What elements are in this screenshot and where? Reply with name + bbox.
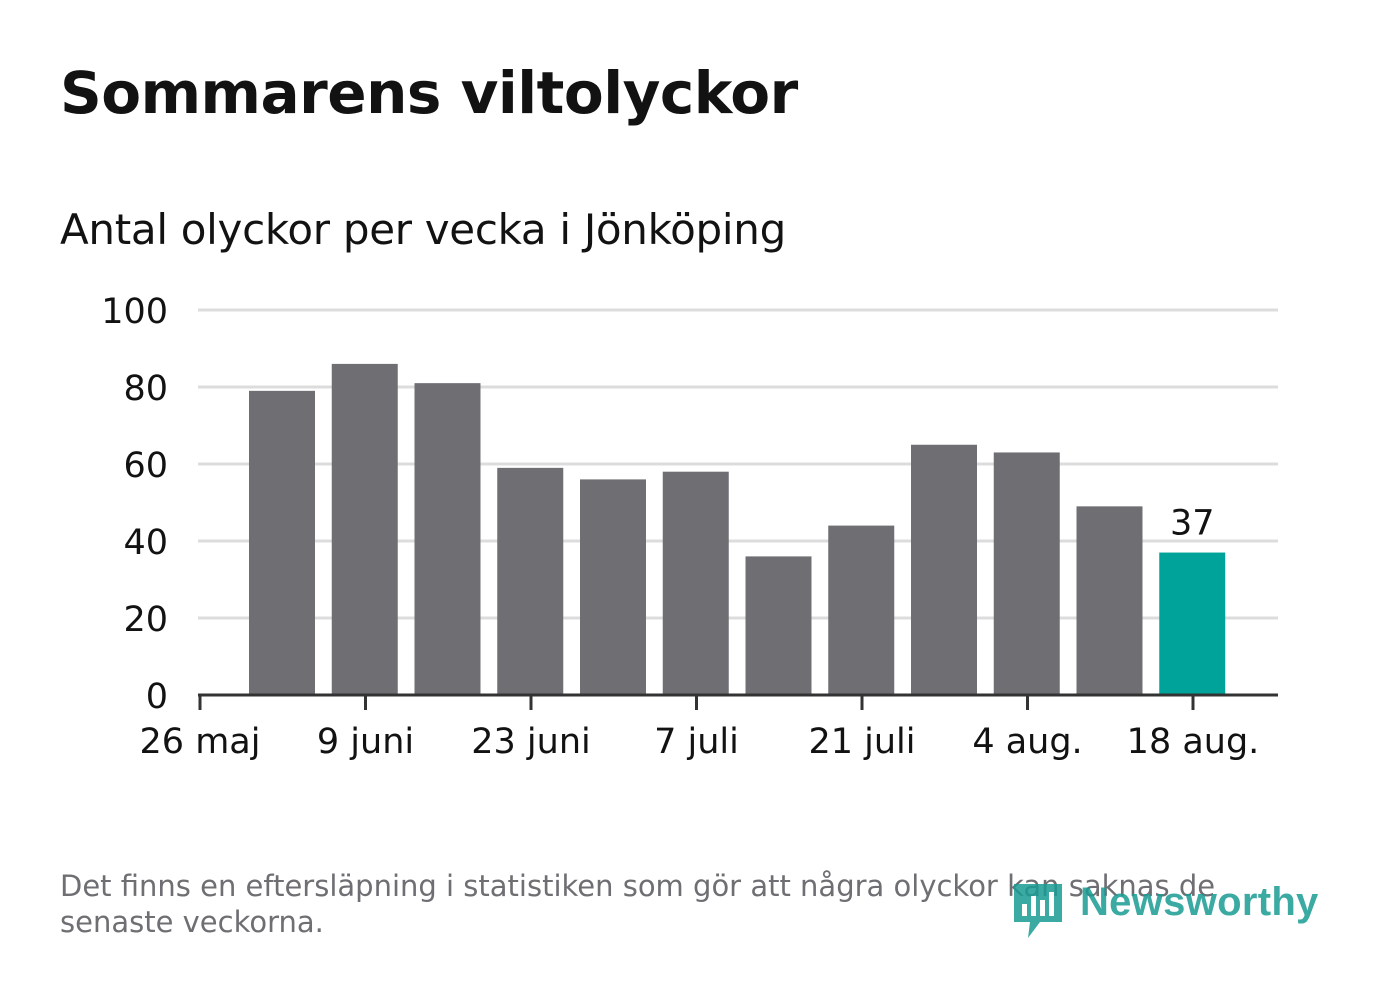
y-tick-label: 0 bbox=[146, 677, 168, 717]
bar-2-juni bbox=[249, 390, 315, 695]
bar-9-juni bbox=[331, 363, 398, 695]
bar-23-juni bbox=[497, 467, 564, 695]
bar-16-juni bbox=[414, 383, 481, 695]
bar-28-juli bbox=[911, 444, 977, 695]
x-tick-label: 7 juli bbox=[654, 722, 739, 762]
chart-title: Sommarens viltolyckor bbox=[60, 59, 798, 127]
y-tick-label: 20 bbox=[123, 600, 168, 640]
newsworthy-logo: Newsworthy bbox=[1010, 878, 1330, 944]
bar-14-juli bbox=[745, 556, 812, 695]
x-tick-label: 26 maj bbox=[140, 722, 261, 762]
bars bbox=[249, 363, 1226, 695]
x-tick-label: 21 juli bbox=[808, 722, 915, 762]
x-tick-label: 4 aug. bbox=[972, 722, 1082, 762]
y-tick-label: 60 bbox=[123, 446, 168, 486]
bar-7-juli bbox=[662, 471, 729, 695]
x-tick-label: 23 juni bbox=[471, 722, 590, 762]
bar-18-aug- bbox=[1159, 552, 1226, 695]
bar-30-juni bbox=[580, 479, 646, 695]
logo-text: Newsworthy bbox=[1080, 880, 1319, 924]
bar-4-aug- bbox=[993, 452, 1060, 695]
bar-chart-speech-bubble-icon bbox=[1014, 884, 1062, 938]
chart-subtitle: Antal olyckor per vecka i Jönköping bbox=[60, 205, 786, 254]
x-tick-label: 9 juni bbox=[317, 722, 414, 762]
y-tick-label: 100 bbox=[101, 292, 168, 332]
x-axis: 26 maj 9 juni 23 juni 7 juli 21 juli 4 aug. 18… bbox=[140, 693, 1278, 762]
bar-11-aug- bbox=[1076, 506, 1143, 695]
y-axis-ticks: 0 20 40 60 80 100 bbox=[101, 292, 168, 717]
bar-21-juli bbox=[828, 525, 895, 695]
y-tick-label: 40 bbox=[123, 523, 168, 563]
y-tick-label: 80 bbox=[123, 369, 168, 409]
x-tick-label: 18 aug. bbox=[1127, 722, 1260, 762]
data-label: 37 bbox=[1170, 504, 1215, 544]
data-labels: 37 bbox=[1170, 504, 1215, 544]
